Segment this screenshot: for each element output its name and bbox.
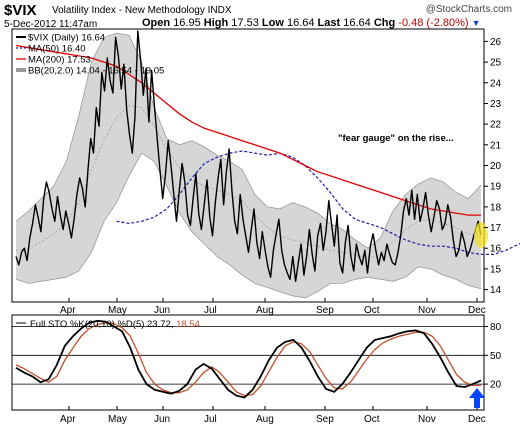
low-label: Low [261, 17, 284, 29]
bb-lower-line [15, 152, 482, 299]
low-value: 16.64 [286, 17, 315, 29]
x-tick-label-main: May [108, 305, 127, 316]
chg-label: Chg [373, 17, 396, 29]
y-tick-label: 17 [490, 223, 502, 234]
y-tick-label: 24 [490, 78, 502, 89]
sto-k-line [15, 319, 482, 399]
sto-y-tick-label: 80 [490, 322, 502, 333]
x-tick-label-sto: Nov [418, 414, 436, 425]
x-tick-label-main: Jun [154, 305, 170, 316]
last-value: 16.64 [343, 17, 371, 29]
y-tick-label: 23 [490, 99, 502, 110]
x-tick-label-sto: Jun [154, 414, 170, 425]
x-tick-label-main: Apr [60, 305, 76, 316]
legend-ma200-label: MA(200) 17.53 [28, 55, 91, 66]
ma200-line [15, 44, 481, 216]
x-tick-label-sto: Jul [204, 414, 217, 425]
x-tick-label-main: Sep [316, 305, 334, 316]
sto-d-line [15, 322, 481, 397]
y-tick-label: 18 [490, 202, 502, 213]
date-label: 5-Dec-2012 11:47am [4, 19, 98, 30]
last-price-highlight [474, 221, 488, 248]
x-tick-label-sto: May [108, 414, 127, 425]
y-tick-label: 26 [490, 37, 502, 48]
y-tick-label: 19 [490, 182, 502, 193]
sto-y-tick-label: 50 [490, 351, 502, 362]
legend-bb-label: BB(20,2.0) 14.04 - 16.54 - 19.05 [28, 66, 164, 77]
x-tick-label-sto: Dec [468, 414, 486, 425]
y-tick-label: 21 [490, 140, 502, 151]
x-tick-label-main: Aug [256, 305, 274, 316]
bb-middle-line [15, 104, 482, 260]
bollinger-band-area [16, 33, 481, 298]
chg-value: -0.48 (-2.80%) [398, 17, 469, 29]
high-label: High [203, 17, 229, 29]
chart-subtitle: Volatility Index - New Methodology INDX [52, 5, 232, 16]
x-tick-label-main: Nov [418, 305, 436, 316]
y-tick-label: 22 [490, 120, 502, 131]
legend-ma50-label: MA(50) 16.40 [28, 44, 86, 55]
high-value: 17.53 [231, 17, 259, 29]
bb-upper-line [15, 32, 482, 249]
x-tick-label-main: Jul [204, 305, 217, 316]
up-arrow-icon [469, 388, 485, 408]
x-tick-label-sto: Apr [60, 414, 76, 425]
sto-y-tick-label: 20 [490, 380, 502, 391]
y-tick-label: 20 [490, 161, 502, 172]
sto-legend-label: Full STO %K(20,10) %D(5) 23.72, 18.54 [30, 319, 200, 330]
open-value: 16.95 [173, 17, 201, 29]
y-tick-label: 25 [490, 58, 502, 69]
legend-price-label: $VIX (Daily) 16.64 [28, 33, 105, 44]
y-tick-label: 14 [490, 285, 502, 296]
vix-price-line [15, 30, 482, 282]
x-tick-label-sto: Aug [256, 414, 274, 425]
sto-legend-d-value: 18.54 [176, 319, 200, 330]
open-label: Open [142, 17, 171, 29]
symbol-label: $VIX [4, 2, 37, 19]
down-triangle-icon: ▼ [471, 18, 481, 28]
y-tick-label: 16 [490, 244, 502, 255]
x-tick-label-main: Oct [364, 305, 380, 316]
copyright-label: @StockCharts.com [425, 4, 512, 15]
x-tick-label-sto: Sep [316, 414, 334, 425]
annotation-label: "fear gauge" on the rise... [338, 133, 454, 144]
x-tick-label-main: Dec [468, 305, 486, 316]
ma50-line [116, 150, 520, 255]
y-tick-label: 15 [490, 264, 502, 275]
quote-bar: Open 16.95 High 17.53 Low 16.64 Last 16.… [142, 17, 481, 29]
last-label: Last [317, 17, 341, 29]
x-tick-label-sto: Oct [364, 414, 380, 425]
